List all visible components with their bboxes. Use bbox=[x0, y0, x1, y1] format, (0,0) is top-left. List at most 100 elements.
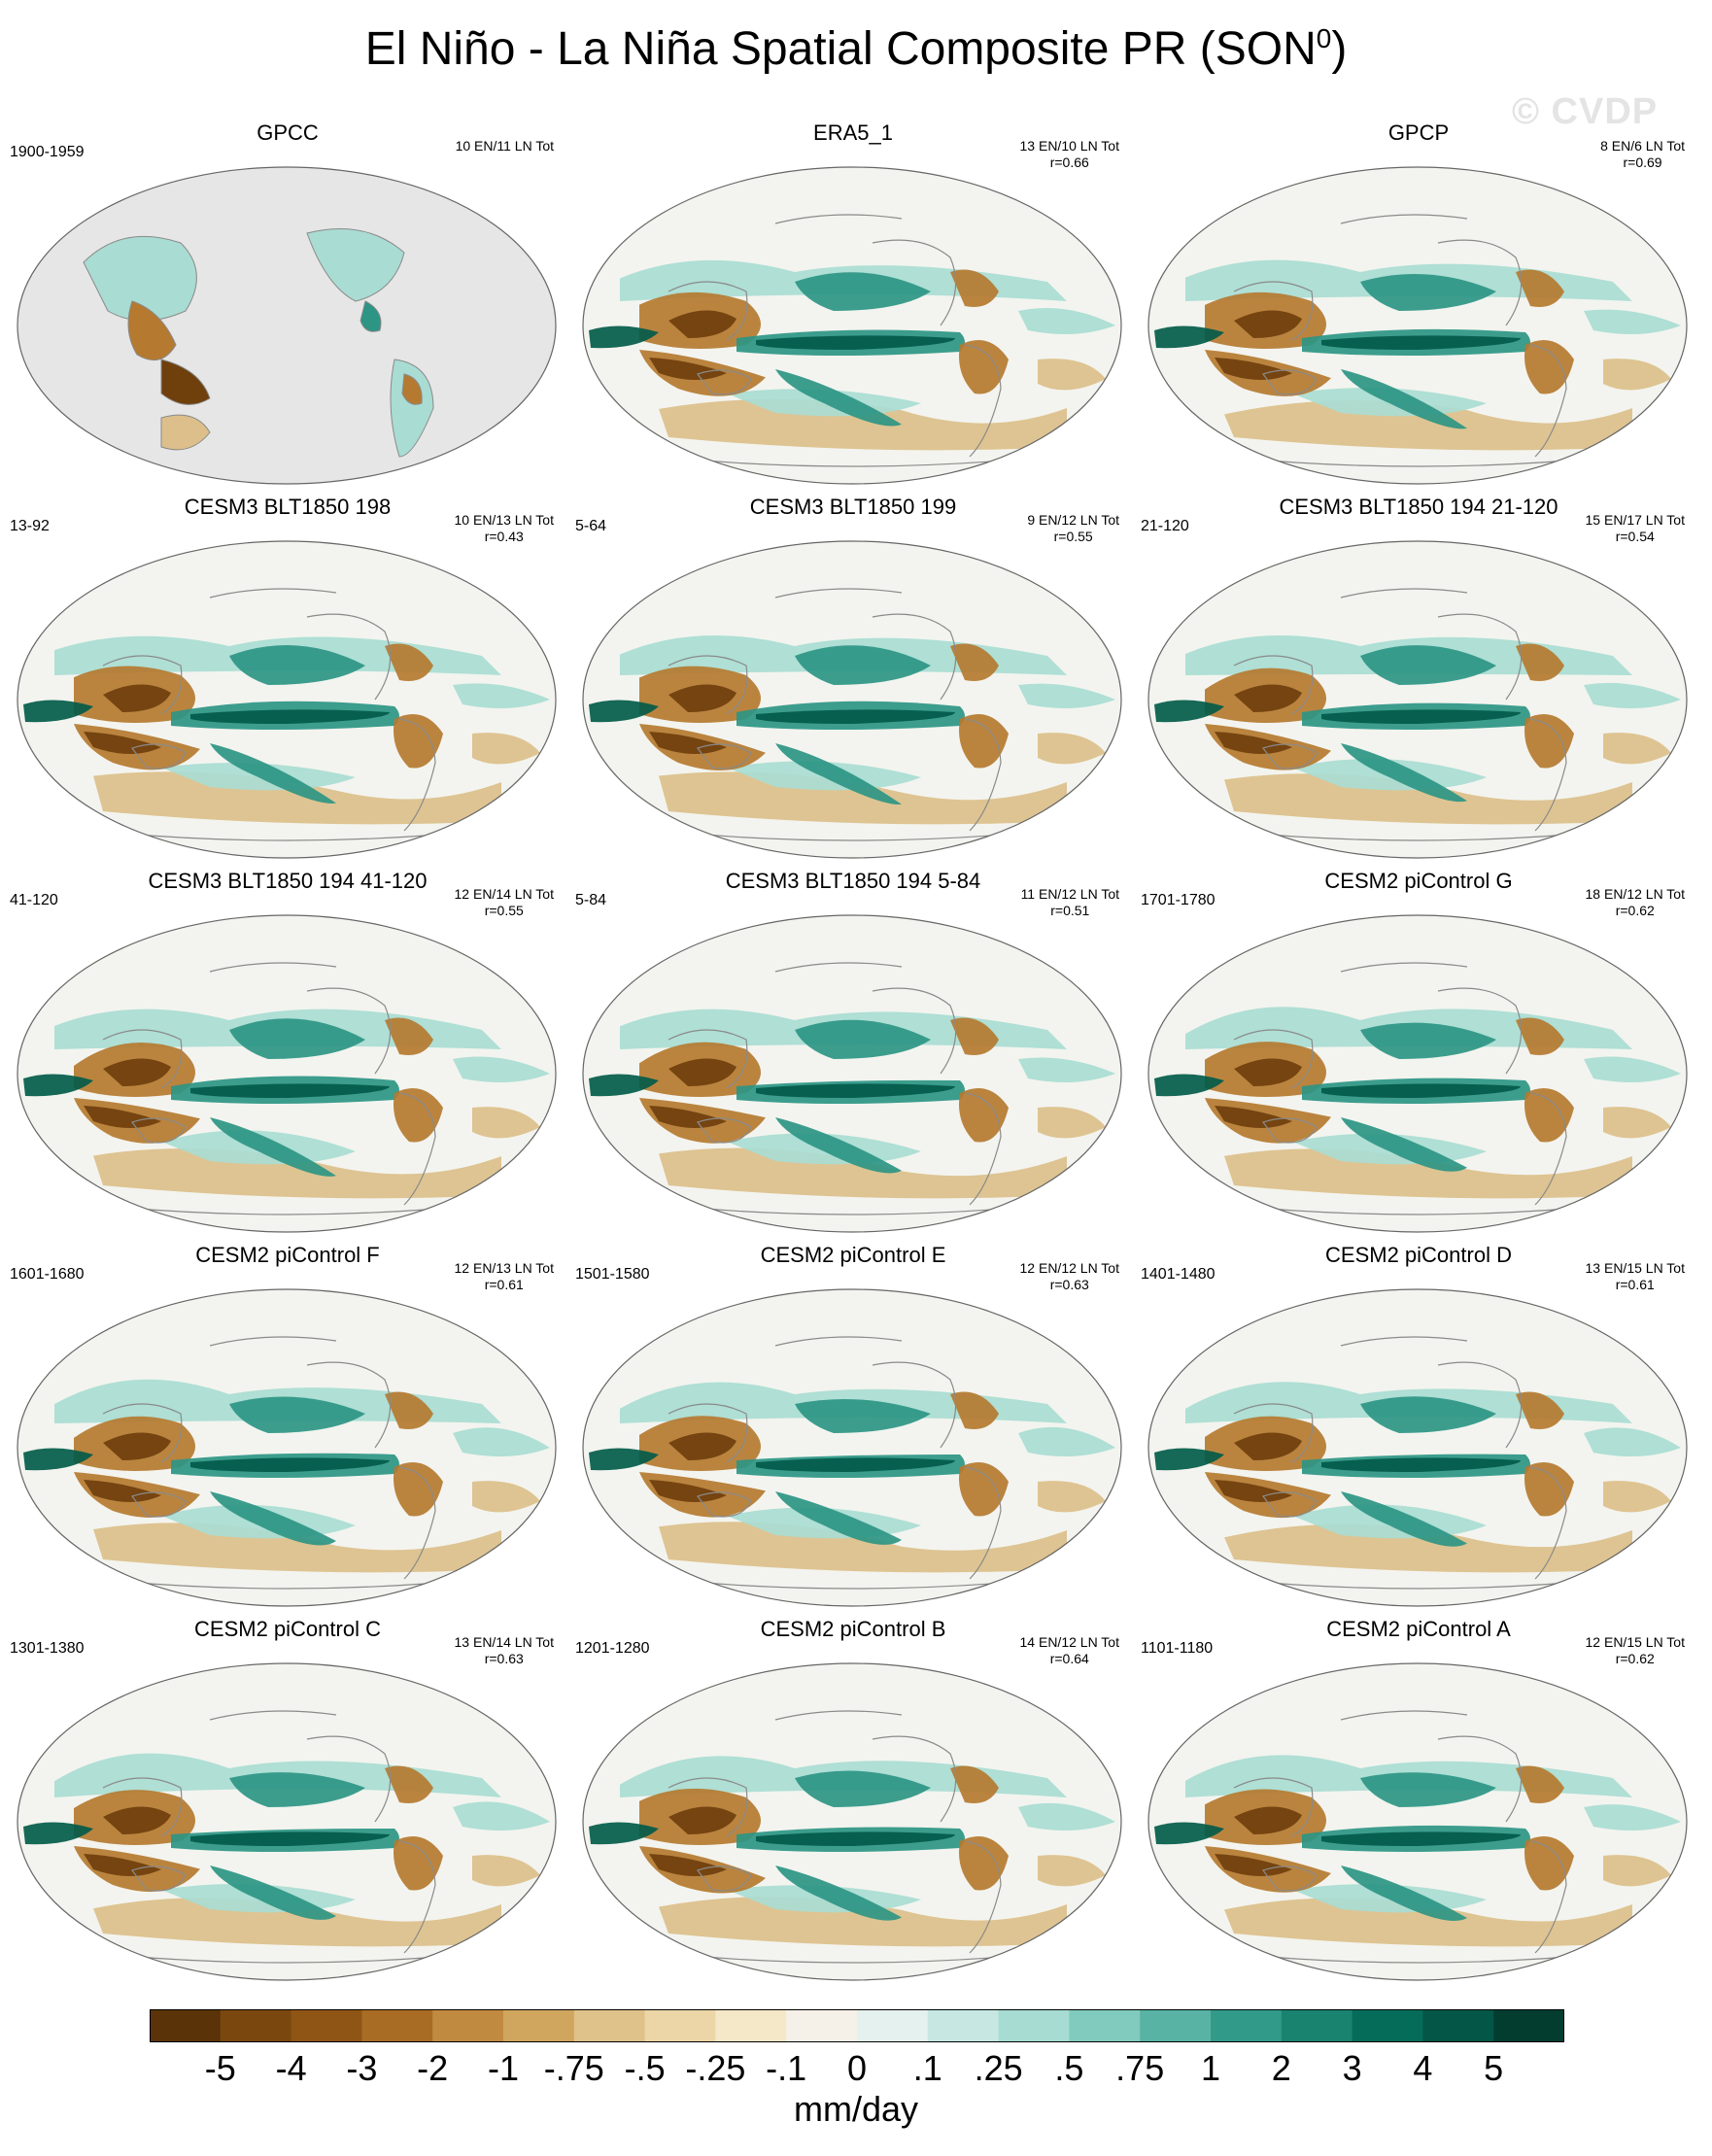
colorbar-tick-label: -4 bbox=[275, 2048, 307, 2088]
panel-period: 1900-1959 bbox=[10, 144, 85, 160]
robinson-map bbox=[17, 1662, 557, 1981]
colorbar-swatch bbox=[1352, 2009, 1423, 2042]
map-panel: CESM2 piControl E 1501-1580 12 EN/12 LN To… bbox=[571, 1239, 1135, 1612]
panel-stats: 18 EN/12 LN Tot r=0.62 bbox=[1586, 886, 1685, 919]
panel-stats: 12 EN/13 LN Tot r=0.61 bbox=[455, 1260, 554, 1293]
panel-title: CESM2 piControl C bbox=[194, 1617, 381, 1641]
colorbar-tick-label: -2 bbox=[417, 2048, 449, 2088]
robinson-map bbox=[1147, 914, 1688, 1233]
panel-pattern-correlation: r=0.69 bbox=[1623, 154, 1662, 170]
robinson-map bbox=[17, 540, 557, 859]
colorbar-tick-label: 3 bbox=[1342, 2048, 1362, 2088]
colorbar-tick-label: 0 bbox=[846, 2048, 868, 2088]
panel-title: CESM2 piControl B bbox=[760, 1617, 946, 1641]
map-panel: CESM2 piControl G 1701-1780 18 EN/12 LN To… bbox=[1137, 865, 1700, 1238]
map-panel: CESM2 piControl C 1301-1380 13 EN/14 LN To… bbox=[6, 1613, 569, 1986]
colorbar-tick-label: 1 bbox=[1200, 2048, 1221, 2088]
panel-event-count: 9 EN/12 LN Tot bbox=[1027, 512, 1119, 528]
colorbar-swatch bbox=[573, 2009, 646, 2042]
colorbar-swatch bbox=[220, 2009, 292, 2042]
panel-title: GPCP bbox=[1387, 120, 1450, 145]
panel-stats: 12 EN/15 LN Tot r=0.62 bbox=[1586, 1634, 1685, 1667]
panel-title: CESM2 piControl G bbox=[1324, 869, 1513, 893]
map-panel: CESM3 BLT1850 194 21-120 21-120 15 EN/17 L… bbox=[1137, 491, 1700, 864]
panel-title: ERA5_1 bbox=[813, 120, 893, 145]
colorbar-tick-label: -.1 bbox=[766, 2048, 807, 2088]
colorbar-units-label: mm/day bbox=[793, 2089, 919, 2129]
panel-title: CESM2 piControl E bbox=[760, 1243, 946, 1267]
robinson-map bbox=[582, 1288, 1122, 1607]
panel-event-count: 8 EN/6 LN Tot bbox=[1600, 138, 1685, 154]
panel-event-count: 13 EN/10 LN Tot bbox=[1019, 138, 1119, 154]
panel-event-count: 18 EN/12 LN Tot bbox=[1585, 886, 1685, 902]
colorbar-tick-label: .5 bbox=[1054, 2048, 1084, 2088]
colorbar-swatch bbox=[1493, 2009, 1564, 2042]
colorbar-swatch bbox=[857, 2009, 929, 2042]
robinson-map bbox=[582, 166, 1122, 485]
colorbar-swatch bbox=[432, 2009, 504, 2042]
panel-pattern-correlation: r=0.63 bbox=[484, 1651, 524, 1666]
panel-event-count: 14 EN/12 LN Tot bbox=[1019, 1634, 1119, 1650]
panel-title: CESM3 BLT1850 194 5-84 bbox=[725, 869, 981, 893]
colorbar-tick-label: 4 bbox=[1413, 2048, 1433, 2088]
robinson-map bbox=[17, 166, 557, 485]
panel-stats: 10 EN/13 LN Tot r=0.43 bbox=[455, 512, 554, 545]
panel-period: 41-120 bbox=[10, 892, 58, 908]
colorbar-tick-label: .1 bbox=[912, 2048, 942, 2088]
panel-title: CESM2 piControl D bbox=[1325, 1243, 1512, 1267]
panel-event-count: 12 EN/12 LN Tot bbox=[1019, 1260, 1119, 1276]
panel-period: 13-92 bbox=[10, 518, 50, 534]
panel-event-count: 13 EN/14 LN Tot bbox=[454, 1634, 554, 1650]
robinson-map bbox=[582, 540, 1122, 859]
colorbar-tick-label: -.75 bbox=[543, 2048, 604, 2088]
panel-stats: 13 EN/15 LN Tot r=0.61 bbox=[1586, 1260, 1685, 1293]
robinson-map bbox=[17, 1288, 557, 1607]
panel-period: 1401-1480 bbox=[1141, 1266, 1216, 1283]
colorbar-swatch bbox=[361, 2009, 433, 2042]
panel-pattern-correlation: r=0.64 bbox=[1049, 1651, 1089, 1666]
panel-event-count: 12 EN/13 LN Tot bbox=[454, 1260, 554, 1276]
robinson-map bbox=[582, 1662, 1122, 1981]
panel-period: 1601-1680 bbox=[10, 1266, 85, 1283]
map-panel: CESM3 BLT1850 198 13-92 10 EN/13 LN Tot r=0… bbox=[6, 491, 569, 864]
colorbar-swatch bbox=[644, 2009, 716, 2042]
panel-pattern-correlation: r=0.66 bbox=[1049, 154, 1089, 170]
panel-title: CESM2 piControl A bbox=[1326, 1617, 1511, 1641]
panel-period: 5-64 bbox=[575, 518, 607, 534]
colorbar-tick-label: -1 bbox=[487, 2048, 520, 2088]
robinson-map bbox=[582, 914, 1122, 1233]
colorbar-tick-label: .75 bbox=[1115, 2048, 1165, 2088]
panel-event-count: 15 EN/17 LN Tot bbox=[1585, 512, 1685, 528]
panel-stats: 13 EN/10 LN Tot r=0.66 bbox=[1020, 138, 1119, 171]
cvdp-watermark: © CVDP bbox=[1512, 91, 1659, 132]
panel-event-count: 10 EN/13 LN Tot bbox=[454, 512, 554, 528]
map-panel: CESM2 piControl A 1101-1180 12 EN/15 LN To… bbox=[1137, 1613, 1700, 1986]
map-panel: ERA5_1 13 EN/10 LN Tot r=0.66 bbox=[571, 117, 1135, 490]
robinson-map bbox=[17, 914, 557, 1233]
colorbar-swatch bbox=[1140, 2009, 1212, 2042]
panel-pattern-correlation: r=0.62 bbox=[1615, 903, 1655, 918]
panel-pattern-correlation: r=0.55 bbox=[1053, 529, 1093, 544]
panel-stats: 14 EN/12 LN Tot r=0.64 bbox=[1020, 1634, 1119, 1667]
colorbar-swatch bbox=[1281, 2009, 1353, 2042]
panel-stats: 13 EN/14 LN Tot r=0.63 bbox=[455, 1634, 554, 1667]
panel-period: 1701-1780 bbox=[1141, 892, 1216, 908]
map-panel: CESM2 piControl F 1601-1680 12 EN/13 LN To… bbox=[6, 1239, 569, 1612]
panel-event-count: 13 EN/15 LN Tot bbox=[1585, 1260, 1685, 1276]
panel-event-count: 12 EN/14 LN Tot bbox=[454, 886, 554, 902]
map-panel: CESM3 BLT1850 194 41-120 41-120 12 EN/14 L… bbox=[6, 865, 569, 1238]
panel-stats: 15 EN/17 LN Tot r=0.54 bbox=[1586, 512, 1685, 545]
panel-event-count: 12 EN/15 LN Tot bbox=[1585, 1634, 1685, 1650]
robinson-map bbox=[1147, 166, 1688, 485]
colorbar-tick-label: -.5 bbox=[624, 2048, 666, 2088]
colorbar-swatch bbox=[1211, 2009, 1283, 2042]
colorbar-swatch bbox=[503, 2009, 575, 2042]
panel-pattern-correlation: r=0.62 bbox=[1615, 1651, 1655, 1666]
panel-stats: 9 EN/12 LN Tot r=0.55 bbox=[1027, 512, 1119, 545]
map-panel: CESM3 BLT1850 194 5-84 5-84 11 EN/12 LN To… bbox=[571, 865, 1135, 1238]
colorbar-tick-label: -5 bbox=[204, 2048, 236, 2088]
panel-pattern-correlation: r=0.43 bbox=[484, 529, 524, 544]
colorbar-swatch bbox=[150, 2009, 222, 2042]
map-panel: GPCC 1900-1959 10 EN/11 LN Tot bbox=[6, 117, 569, 490]
panel-stats: 10 EN/11 LN Tot bbox=[456, 138, 554, 154]
